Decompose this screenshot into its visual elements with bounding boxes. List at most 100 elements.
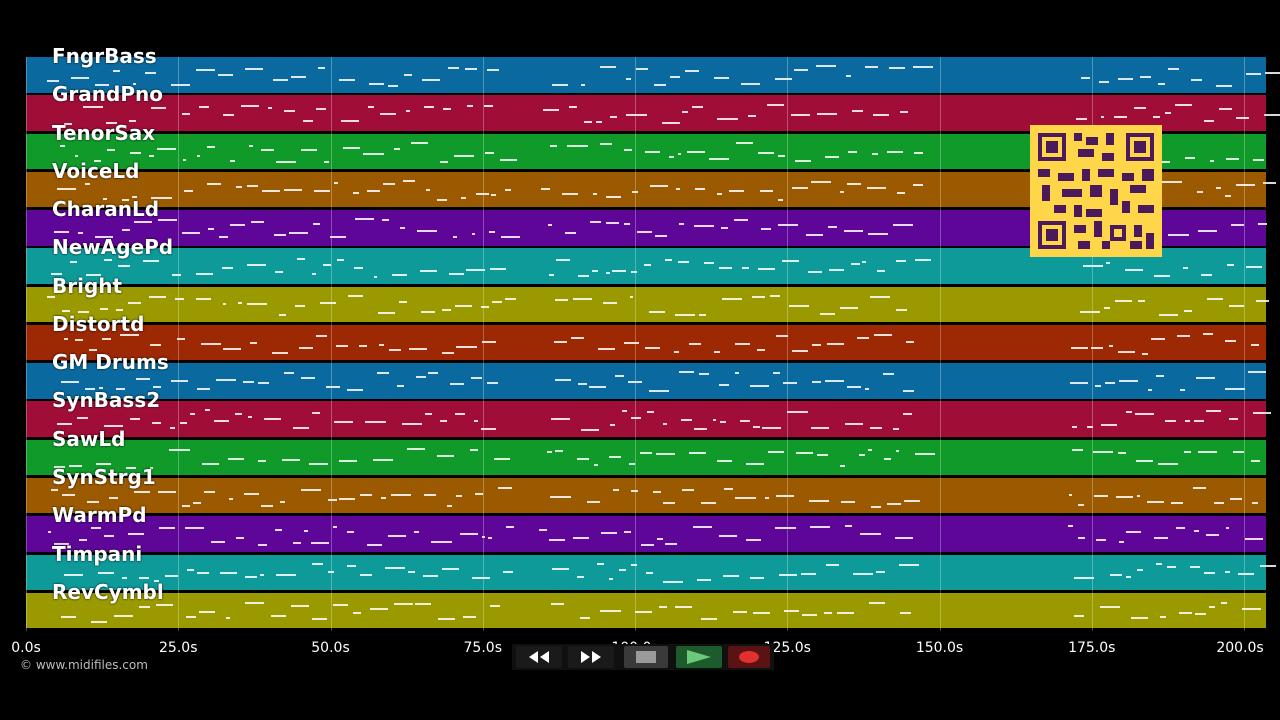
- note: [1094, 385, 1102, 388]
- note: [414, 530, 420, 533]
- note: [899, 111, 909, 114]
- note: [302, 120, 313, 123]
- note: [89, 349, 98, 352]
- note: [641, 543, 655, 546]
- note: [772, 372, 781, 375]
- note: [1213, 502, 1225, 505]
- note: [1157, 463, 1179, 466]
- note: [1224, 194, 1232, 197]
- note: [636, 67, 649, 70]
- note: [486, 69, 500, 72]
- track-label: Bright: [52, 273, 123, 298]
- note: [338, 79, 356, 82]
- note: [120, 333, 140, 336]
- note: [1259, 565, 1277, 568]
- note: [548, 224, 552, 227]
- note: [460, 533, 478, 536]
- note: [367, 189, 380, 192]
- note: [442, 309, 452, 312]
- note: [332, 604, 348, 607]
- note: [791, 113, 810, 116]
- note: [197, 572, 209, 575]
- note: [204, 409, 210, 412]
- note: [276, 573, 297, 576]
- note: [769, 295, 781, 298]
- note: [903, 413, 912, 416]
- note: [825, 380, 844, 383]
- note: [751, 295, 765, 298]
- note: [551, 568, 569, 571]
- play-button[interactable]: [676, 646, 722, 668]
- note: [1250, 459, 1260, 462]
- record-button[interactable]: [728, 646, 770, 668]
- note: [221, 267, 234, 270]
- note: [546, 450, 552, 453]
- note: [294, 304, 305, 307]
- note: [639, 452, 652, 455]
- note: [550, 602, 565, 605]
- note: [453, 155, 474, 157]
- gridline: [1091, 57, 1093, 631]
- note: [461, 197, 467, 200]
- rewind-button[interactable]: [516, 646, 562, 668]
- note: [470, 377, 483, 379]
- note: [441, 351, 454, 354]
- note: [102, 338, 111, 341]
- note: [645, 571, 654, 574]
- note: [272, 351, 289, 354]
- note: [298, 347, 314, 350]
- note: [719, 267, 732, 270]
- note: [222, 113, 234, 116]
- note: [836, 611, 854, 614]
- note: [850, 263, 861, 266]
- note: [570, 337, 584, 340]
- note: [1096, 539, 1107, 542]
- note: [63, 122, 73, 125]
- note: [127, 302, 141, 305]
- note: [756, 348, 766, 351]
- note: [1203, 571, 1215, 574]
- note: [47, 531, 52, 534]
- note: [378, 312, 395, 315]
- note: [599, 65, 617, 68]
- note: [155, 604, 174, 607]
- note: [844, 422, 864, 425]
- time-tick-label: 50.0s: [311, 640, 350, 656]
- fast-forward-button[interactable]: [568, 646, 614, 668]
- note: [809, 525, 831, 528]
- note: [1156, 563, 1162, 566]
- note: [653, 491, 661, 494]
- note: [787, 411, 808, 414]
- note: [761, 228, 771, 231]
- note: [1198, 450, 1218, 453]
- note: [1198, 230, 1218, 233]
- note: [1080, 77, 1091, 80]
- note: [471, 233, 475, 236]
- note: [153, 385, 162, 388]
- note: [1115, 300, 1132, 303]
- note: [313, 222, 320, 225]
- note: [624, 149, 632, 152]
- note: [259, 574, 265, 577]
- note: [562, 192, 578, 195]
- note: [381, 496, 386, 499]
- note: [504, 298, 517, 301]
- note: [158, 218, 177, 221]
- note: [681, 418, 692, 421]
- stop-button[interactable]: [624, 646, 668, 668]
- note: [214, 419, 230, 422]
- note: [1219, 108, 1232, 111]
- note: [130, 151, 141, 154]
- note: [762, 426, 782, 429]
- note: [339, 497, 355, 500]
- note: [365, 421, 387, 424]
- note: [580, 617, 591, 620]
- note: [567, 144, 588, 147]
- note: [148, 295, 167, 298]
- note: [346, 530, 354, 533]
- note: [116, 387, 126, 390]
- note: [132, 196, 138, 199]
- note: [292, 541, 302, 544]
- note: [1098, 81, 1110, 84]
- note: [86, 273, 102, 276]
